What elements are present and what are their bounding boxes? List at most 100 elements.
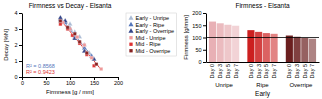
point — [100, 67, 103, 70]
tick: 50 — [43, 77, 49, 86]
axis: 0 50 100 150 200 — [21, 77, 123, 86]
series-points — [58, 18, 92, 54]
legend: Early - UnripeEarly - RipeEarly - Overri… — [126, 13, 177, 56]
tick-mark — [19, 77, 22, 78]
group-label: Ripe — [256, 82, 269, 88]
legend-label: Mid - Overripe — [136, 48, 171, 54]
point — [73, 32, 76, 35]
tick-mark — [203, 62, 206, 63]
point — [67, 21, 72, 25]
annotation: R² = 0.8568 — [26, 63, 55, 69]
point — [78, 40, 81, 43]
bar — [301, 38, 308, 62]
tick-label: 150 — [192, 23, 201, 29]
tick-label: Day 3 — [256, 64, 262, 78]
tick: 100 — [66, 77, 75, 86]
tick-mark — [203, 25, 206, 26]
tick-label: Day 7 — [233, 64, 239, 78]
bar — [217, 23, 224, 62]
axis: 01234 — [14, 10, 22, 80]
series-points — [61, 21, 103, 71]
tick-label: 100 — [192, 35, 201, 41]
tick: 200 — [192, 10, 206, 16]
plot-area — [206, 22, 319, 62]
bar — [232, 26, 239, 62]
legend-symbol — [128, 28, 133, 32]
tick-label: Day 0 — [248, 64, 254, 78]
tick-label: 1 — [14, 58, 17, 64]
tick: 0 — [14, 74, 22, 80]
legend-symbol — [129, 43, 132, 46]
y-axis-title: Firmness [g/mm] — [183, 15, 189, 60]
tick-label: Day 5 — [302, 64, 308, 78]
tick: 50 — [195, 47, 206, 53]
reference-line — [206, 37, 319, 38]
chart-title: Firmness vs Decay - Elsanta — [29, 2, 112, 10]
trend-line — [60, 17, 94, 58]
axis-line — [206, 14, 207, 63]
tick-label: Day 7 — [271, 64, 277, 78]
legend-label: Early - Overripe — [136, 28, 175, 34]
group-label: Overripe — [289, 82, 313, 88]
trend-line — [60, 20, 101, 70]
tick-label: 50 — [43, 80, 49, 86]
tick: 4 — [14, 10, 22, 16]
x-axis-title: Firmness [g / mm] — [46, 89, 94, 95]
tick-label: 200 — [192, 10, 201, 16]
tick: 2 — [14, 42, 22, 48]
point — [85, 51, 88, 54]
point — [95, 63, 98, 66]
point — [76, 35, 79, 38]
tick: 100 — [192, 35, 206, 41]
legend-frame — [126, 13, 177, 56]
legend-symbol — [128, 15, 133, 19]
bar — [209, 22, 216, 62]
series-points — [59, 19, 98, 66]
tick-mark — [203, 38, 206, 39]
point — [58, 15, 63, 19]
tick: 1 — [14, 58, 22, 64]
tick-label: 150 — [90, 80, 99, 86]
legend-label: Mid - Unripe — [136, 35, 166, 41]
point — [66, 26, 69, 29]
x-axis-title: Early — [255, 90, 271, 98]
tick-mark — [19, 61, 22, 62]
bar — [309, 39, 316, 62]
legend-symbol — [129, 49, 132, 52]
series-points — [58, 15, 97, 61]
tick: 200 — [114, 77, 123, 86]
bar-series — [232, 26, 316, 62]
legend-label: Early - Unripe — [136, 15, 170, 21]
legend-label: Mid - Ripe — [136, 41, 161, 47]
tick: 150 — [90, 77, 99, 86]
bar — [224, 25, 231, 62]
tick-label: 0 — [21, 80, 24, 86]
tick-label: Day 7 — [309, 64, 315, 78]
tick-label: Day 5 — [263, 64, 269, 78]
bar-panel: 050100150200Day 0Day 3Day 5Day 7UnripeDa… — [192, 10, 319, 88]
point — [90, 56, 93, 59]
legend-symbol — [129, 36, 132, 39]
y-axis-title: Decay [%N] — [3, 29, 9, 61]
legend-label: Early - Ripe — [136, 22, 165, 28]
point — [59, 23, 62, 26]
tick-label: 0 — [14, 74, 17, 80]
legend-symbol — [128, 22, 133, 26]
tick-label: 100 — [66, 80, 75, 86]
scatter-panel: 05010015020001234R² = 0.8568R² = 0.9423 — [14, 10, 123, 86]
tick-label: Day 3 — [217, 64, 223, 78]
bar-series — [209, 22, 293, 62]
tick-label: Day 3 — [294, 64, 300, 78]
chart-title: Firmness - Elsanta — [235, 2, 290, 9]
axis-line — [22, 14, 23, 78]
tick-mark — [19, 45, 22, 46]
bar — [255, 32, 262, 62]
series-points — [59, 23, 96, 68]
axis-line — [207, 62, 320, 63]
annotation: R² = 0.9423 — [26, 69, 55, 75]
point — [82, 42, 87, 46]
bar — [247, 30, 254, 62]
tick: 150 — [192, 23, 206, 29]
bar — [294, 37, 301, 62]
tick: 0 — [21, 77, 24, 86]
